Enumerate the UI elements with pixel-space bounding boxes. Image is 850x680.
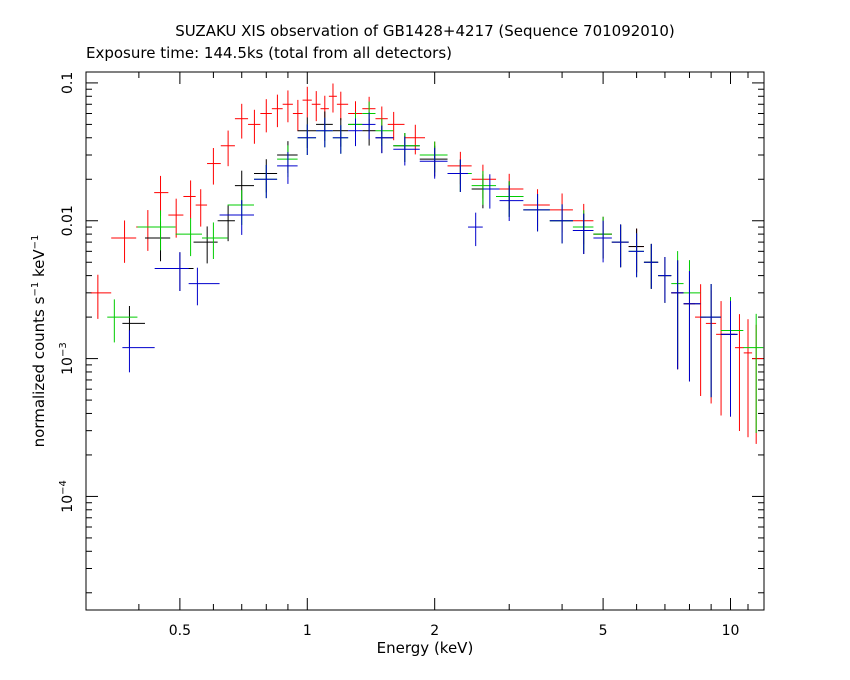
x-tick-label: 2	[430, 623, 439, 639]
series-3	[122, 112, 738, 417]
y-axis-label-base: normalized counts s	[30, 296, 48, 447]
y-tick-label: 10−4	[58, 480, 76, 513]
y-axis-label-sup2: −1	[30, 235, 41, 250]
x-axis-label: Energy (keV)	[377, 639, 474, 657]
chart-subtitle: Exposure time: 144.5ks (total from all d…	[86, 44, 452, 62]
x-tick-label: 10	[722, 623, 740, 639]
chart-title: SUZAKU XIS observation of GB1428+4217 (S…	[175, 22, 675, 40]
y-axis-label-mid: keV	[30, 249, 48, 282]
x-tick-label: 1	[303, 623, 312, 639]
series-0	[90, 83, 764, 444]
series-1	[122, 111, 738, 417]
x-tick-label: 0.5	[169, 623, 191, 639]
y-axis: 0.1 0.01 10−3 10−4	[58, 72, 764, 594]
y-tick-label: 10−3	[58, 342, 76, 375]
y-tick-label: 0.01	[60, 205, 76, 236]
x-axis: 0.5 1 2 5 10	[85, 72, 765, 639]
plot-frame	[85, 71, 765, 611]
y-axis-label: normalized counts s−1 keV−1	[30, 235, 48, 448]
y-axis-label-sup1: −1	[30, 282, 41, 297]
x-tick-label: 5	[599, 623, 608, 639]
data-series	[90, 83, 764, 444]
y-tick-label: 0.1	[60, 72, 76, 94]
